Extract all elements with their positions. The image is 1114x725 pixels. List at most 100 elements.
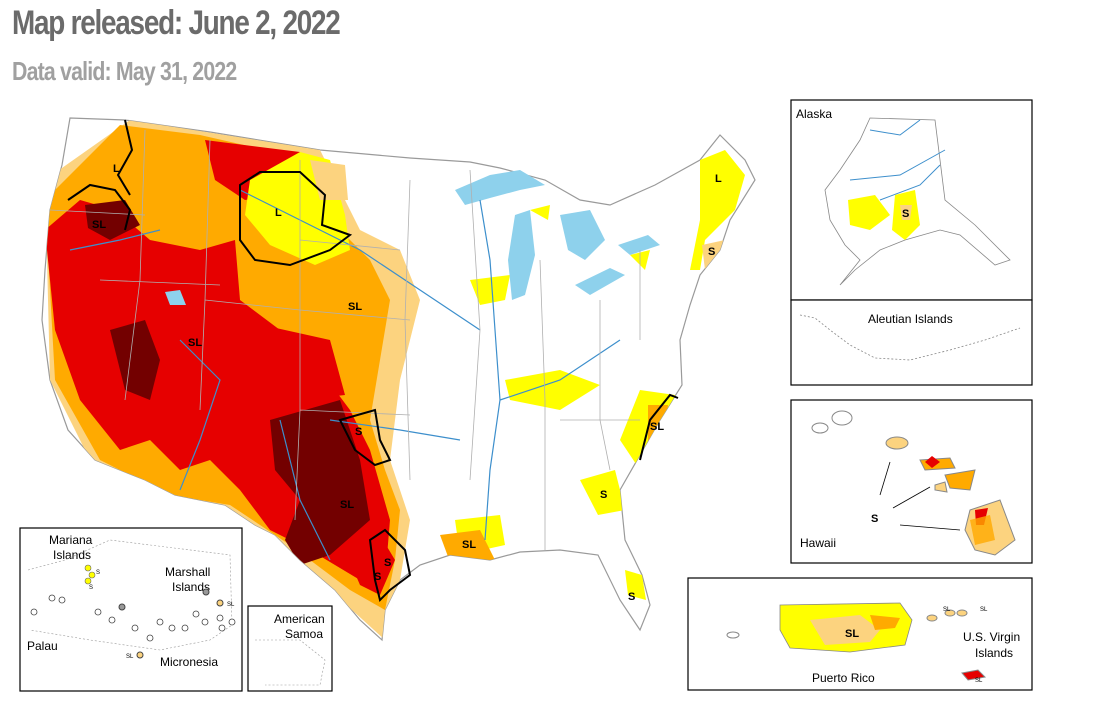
puerto-rico-frame (687, 577, 1033, 691)
vi-impact-label: SL (943, 607, 951, 613)
d3-colorado-region (240, 320, 345, 400)
pacific-impact-label: S (96, 570, 100, 576)
missouri-river (239, 189, 481, 331)
molokai-d3-patch (925, 456, 940, 468)
micronesia-d1-atoll (136, 651, 144, 659)
lake-michigan (508, 210, 535, 300)
alaska-inset: Alaska S (790, 99, 1033, 301)
d0-georgia-patch (580, 470, 625, 515)
puerto-rico-label: Puerto Rico (812, 671, 875, 685)
kauai-island (831, 410, 853, 426)
columbia-river (69, 229, 161, 251)
hawaii-leader-lines (879, 461, 961, 531)
impact-line-nw (116, 119, 134, 196)
st-john-island (956, 609, 968, 617)
d2-louisiana-patch (440, 530, 495, 562)
impact-label: L (715, 173, 722, 185)
impact-label: S (600, 489, 607, 501)
d0-new-england-region (690, 150, 745, 270)
niihau-island (811, 422, 829, 434)
impact-label: SL (650, 421, 664, 433)
lower48-map: L SL L SL SL SL S S SL S SL S L S S (41, 117, 756, 642)
map-title: Map released: June 2, 2022 (12, 4, 341, 42)
big-island-d2-patch (970, 515, 995, 545)
impact-line-oregon (67, 183, 132, 231)
impact-label: SL (92, 219, 106, 231)
pacific-inset: Mariana Islands Marshall Islands Palau M… (19, 527, 282, 692)
alaska-d0-west (848, 195, 890, 230)
american-samoa-inset: American Samoa (247, 605, 333, 692)
impact-label: S (384, 557, 391, 569)
lower48-impact-labels: L SL L SL SL SL S S SL S SL S L S S (92, 163, 722, 603)
mona-island (726, 631, 740, 639)
impact-label: SL (340, 499, 354, 511)
d0-florida-patch (625, 570, 646, 600)
lake-superior (455, 170, 545, 205)
impact-label: L (275, 207, 282, 219)
aleutian-label: Aleutian Islands (868, 312, 953, 326)
map-subtitle: Data valid: May 31, 2022 (12, 56, 237, 86)
pacific-impact-label: SL (126, 654, 134, 660)
alaska-d1-patch (900, 205, 912, 220)
lake-erie (575, 268, 625, 295)
impact-label: S (355, 426, 362, 438)
impact-line-montana (239, 171, 353, 267)
impact-line-carolina (639, 393, 679, 461)
marshall-label-2: Islands (172, 580, 210, 594)
maui-island (944, 469, 976, 491)
d0-iowa-patch (470, 275, 510, 305)
impact-label: S (628, 591, 635, 603)
impact-line-oklahoma (338, 408, 392, 467)
d0-kentucky-patch (505, 370, 600, 410)
st-croix-island (961, 669, 987, 681)
hawaii-impact-label: S (871, 513, 878, 525)
lake-ontario (618, 235, 660, 255)
american-samoa-label-2: Samoa (285, 627, 323, 641)
rio-grande (279, 419, 331, 561)
puerto-rico-impact-label: SL (845, 628, 859, 640)
impact-label: SL (462, 539, 476, 551)
rivers (69, 189, 621, 561)
vi-impact-label: SL (980, 607, 988, 613)
palau-label: Palau (27, 639, 58, 653)
great-salt-lake (165, 290, 186, 305)
samoa-eez-line (255, 639, 326, 686)
d3-texas-coast (345, 535, 395, 595)
oahu-island (885, 436, 909, 450)
aleutian-chain (799, 314, 1021, 361)
virgin-islands-label-1: U.S. Virgin (963, 630, 1020, 644)
red-river (329, 419, 461, 441)
impact-label: L (113, 163, 120, 175)
d4-nevada-region (110, 320, 160, 400)
alaska-outline (824, 117, 1011, 286)
aleutian-frame (790, 299, 1033, 386)
mississippi-river (479, 199, 501, 541)
mariana-label-1: Mariana (49, 533, 93, 547)
puerto-rico-inset: Puerto Rico U.S. Virgin Islands SL SL SL… (687, 577, 1033, 691)
pacific-impact-label: S (89, 585, 93, 591)
pacific-impact-label: SL (227, 602, 235, 608)
american-samoa-frame (247, 605, 333, 692)
pacific-frame (19, 527, 243, 692)
puerto-rico-d1-patch (810, 615, 880, 645)
lake-huron (560, 210, 605, 260)
marshall-d1-atoll (216, 599, 224, 607)
marshall-atoll (202, 588, 210, 596)
lanai-island (934, 481, 948, 493)
st-thomas-island (944, 609, 956, 617)
d0-michigan-patch (530, 205, 550, 220)
mariana-label-2: Islands (53, 548, 91, 562)
impact-line-texas-coast (368, 528, 412, 602)
yap-atoll (118, 603, 126, 611)
colorado-river (179, 339, 221, 491)
d4-texas-region (270, 400, 370, 565)
impact-label: SL (188, 337, 202, 349)
alaska-rivers (849, 119, 946, 201)
d4-oregon-region (85, 200, 140, 240)
drought-layers (45, 120, 745, 640)
impact-label: SL (348, 301, 362, 313)
aleutian-inset: Aleutian Islands (790, 299, 1033, 386)
alaska-label: Alaska (796, 107, 832, 121)
vi-impact-label: SL (975, 678, 983, 684)
